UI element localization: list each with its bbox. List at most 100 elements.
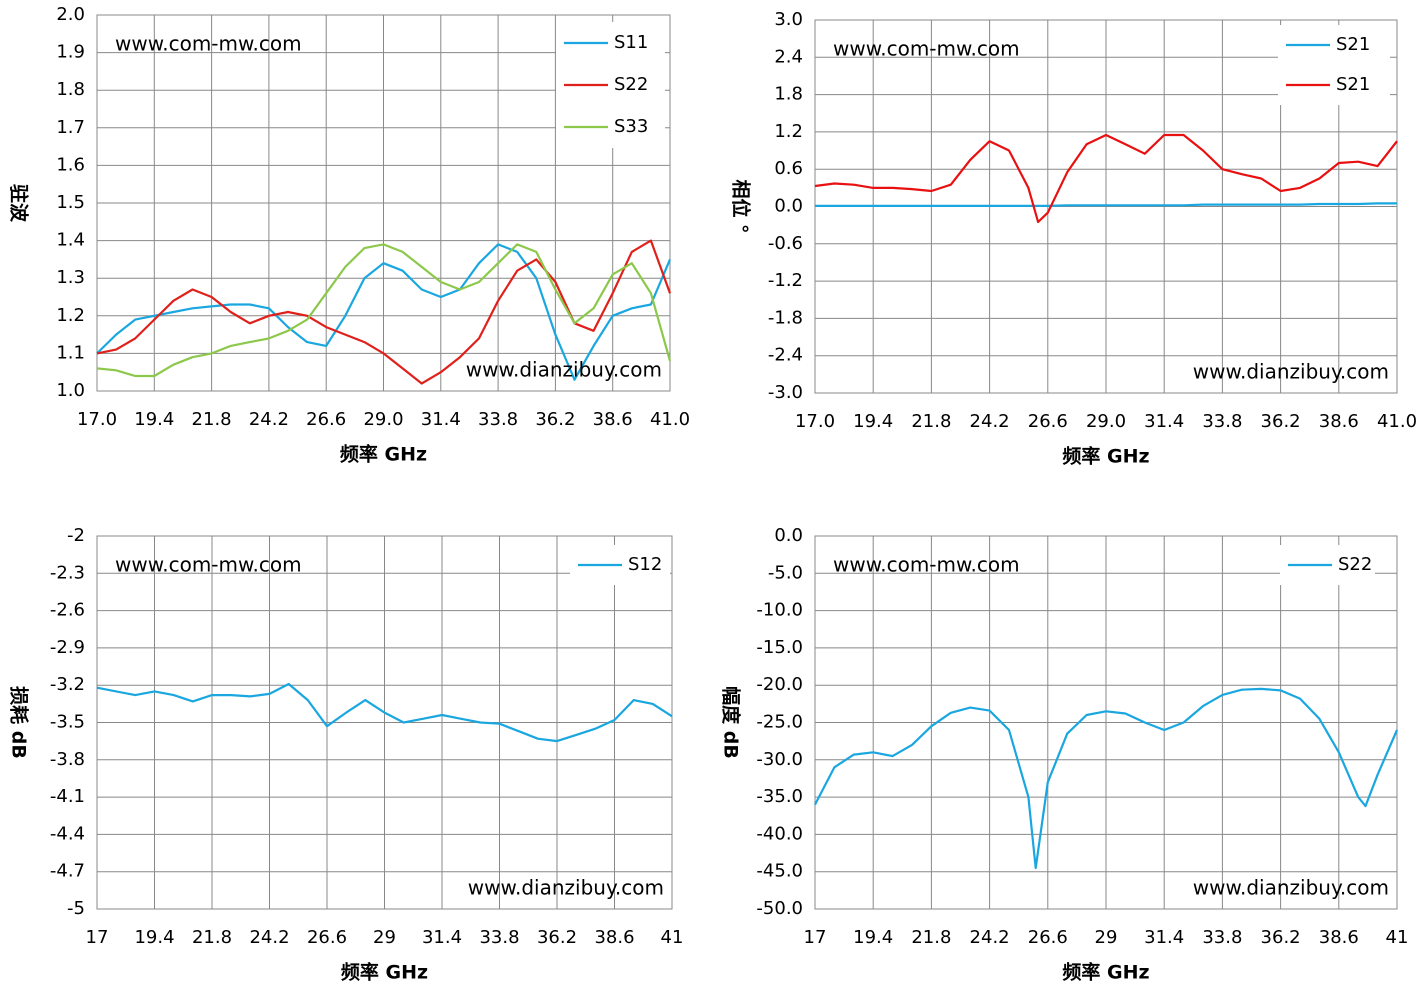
y-tick-label: -0.6 xyxy=(768,233,803,254)
legend-label: S11 xyxy=(614,32,648,53)
y-axis-title: 损耗 dB xyxy=(8,686,30,759)
y-tick-label: -4.7 xyxy=(50,861,85,882)
x-tick-label: 36.2 xyxy=(1261,411,1301,432)
annotation: www.com-mw.com xyxy=(115,553,302,577)
series-line xyxy=(96,243,672,381)
y-tick-label: 0.0 xyxy=(774,196,803,217)
legend-label: S12 xyxy=(628,554,662,575)
x-axis-title: 频率 GHz xyxy=(341,961,428,984)
y-tick-label: -50.0 xyxy=(756,898,803,919)
annotation: www.com-mw.com xyxy=(833,37,1020,61)
annotation: www.dianzibuy.com xyxy=(468,876,664,900)
y-tick-label: -5.0 xyxy=(768,562,803,583)
y-tick-label: -3.5 xyxy=(50,712,85,733)
x-tick-label: 33.8 xyxy=(1202,927,1242,948)
annotation: www.dianzibuy.com xyxy=(1193,360,1389,384)
series-line xyxy=(96,243,672,378)
y-tick-label: 0.6 xyxy=(774,158,803,179)
annotation: www.dianzibuy.com xyxy=(466,358,662,382)
chart: -50.0 -45.0 -40.0 -35.0 -30.0 -25.0 -20.0 -15.0… xyxy=(720,525,1409,984)
y-tick-label: -2 xyxy=(67,525,85,546)
x-tick-label: 21.8 xyxy=(911,411,951,432)
x-tick-label: 41.0 xyxy=(650,409,690,430)
x-tick-label: 19.4 xyxy=(853,411,893,432)
y-tick-label: -30.0 xyxy=(756,749,803,770)
y-tick-label: -2.3 xyxy=(50,562,85,583)
x-tick-label: 31.4 xyxy=(1144,411,1184,432)
y-tick-label: -4.1 xyxy=(50,786,85,807)
x-tick-label: 31.4 xyxy=(422,927,462,948)
x-tick-label: 24.2 xyxy=(249,409,289,430)
x-tick-label: 17.0 xyxy=(795,411,835,432)
x-tick-label: 21.8 xyxy=(192,927,232,948)
x-tick-label: 29.0 xyxy=(1086,411,1126,432)
x-tick-label: 41 xyxy=(661,927,684,948)
x-tick-label: 26.6 xyxy=(307,927,347,948)
y-tick-label: -5 xyxy=(67,898,85,919)
annotation: www.com-mw.com xyxy=(115,32,302,56)
y-tick-label: 2.0 xyxy=(56,4,85,25)
x-tick-label: 36.2 xyxy=(537,927,577,948)
x-tick-label: 38.6 xyxy=(1319,411,1359,432)
x-tick-label: 29 xyxy=(373,927,396,948)
legend-label: S21 xyxy=(1336,34,1370,55)
x-tick-label: 29 xyxy=(1095,927,1118,948)
y-tick-label: -15.0 xyxy=(756,637,803,658)
chart: -3.0 -2.4 -1.8 -1.2 -0.6 0.0 0.6 1.2 1.8 2.4 3.0 17… xyxy=(730,9,1418,468)
x-tick-label: 24.2 xyxy=(970,411,1010,432)
y-tick-label: -2.4 xyxy=(768,345,803,366)
x-tick-label: 19.4 xyxy=(134,927,174,948)
x-tick-label: 33.8 xyxy=(1202,411,1242,432)
x-tick-label: 41 xyxy=(1386,927,1409,948)
x-tick-label: 24.2 xyxy=(249,927,289,948)
annotation: www.com-mw.com xyxy=(833,553,1020,577)
annotation: www.dianzibuy.com xyxy=(1193,876,1389,900)
y-tick-label: -3.8 xyxy=(50,749,85,770)
y-tick-label: -2.9 xyxy=(50,637,85,658)
y-tick-label: 1.8 xyxy=(56,79,85,100)
y-tick-label: 1.6 xyxy=(56,154,85,175)
y-tick-label: -1.8 xyxy=(768,307,803,328)
y-tick-label: 1.4 xyxy=(56,230,85,251)
x-tick-label: 33.8 xyxy=(479,927,519,948)
x-axis-title: 频率 GHz xyxy=(1062,445,1149,468)
x-tick-label: 19.4 xyxy=(134,409,174,430)
y-axis-title: 驻波 xyxy=(8,184,31,223)
x-tick-label: 33.8 xyxy=(478,409,518,430)
y-tick-label: 1.7 xyxy=(56,117,85,138)
x-tick-label: 17.0 xyxy=(77,409,117,430)
x-axis-title: 频率 GHz xyxy=(340,443,427,466)
y-tick-label: -3.0 xyxy=(768,382,803,403)
chart: -5 -4.7 -4.4 -4.1 -3.8 -3.5 -3.2 -2.9 -2.6 -2.3 -2… xyxy=(8,525,684,984)
y-tick-label: 1.2 xyxy=(774,121,803,142)
x-axis-title: 频率 GHz xyxy=(1062,961,1149,984)
y-tick-label: -40.0 xyxy=(756,823,803,844)
y-tick-label: -35.0 xyxy=(756,786,803,807)
x-tick-label: 29.0 xyxy=(363,409,403,430)
y-tick-label: -1.2 xyxy=(768,270,803,291)
y-tick-label: 1.8 xyxy=(774,84,803,105)
y-tick-label: 1.3 xyxy=(56,267,85,288)
x-tick-label: 21.8 xyxy=(911,927,951,948)
x-tick-label: 38.6 xyxy=(1319,927,1359,948)
x-tick-label: 38.6 xyxy=(593,409,633,430)
y-tick-label: 1.5 xyxy=(56,192,85,213)
x-tick-label: 17 xyxy=(804,927,827,948)
x-tick-label: 41.0 xyxy=(1377,411,1417,432)
x-tick-label: 24.2 xyxy=(970,927,1010,948)
y-tick-label: 1.1 xyxy=(56,342,85,363)
y-axis-title: 相位 ° xyxy=(730,179,753,233)
legend-box xyxy=(1278,25,1390,105)
y-tick-label: 0.0 xyxy=(774,525,803,546)
y-tick-label: -4.4 xyxy=(50,823,85,844)
y-tick-label: -20.0 xyxy=(756,674,803,695)
y-axis-title: 幅度 dB xyxy=(720,686,743,759)
x-tick-label: 36.2 xyxy=(1261,927,1301,948)
y-tick-label: -25.0 xyxy=(756,712,803,733)
x-tick-label: 19.4 xyxy=(853,927,893,948)
y-tick-label: -2.6 xyxy=(50,600,85,621)
x-tick-label: 38.6 xyxy=(594,927,634,948)
x-tick-label: 26.6 xyxy=(1028,927,1068,948)
legend-label: S22 xyxy=(1338,554,1372,575)
